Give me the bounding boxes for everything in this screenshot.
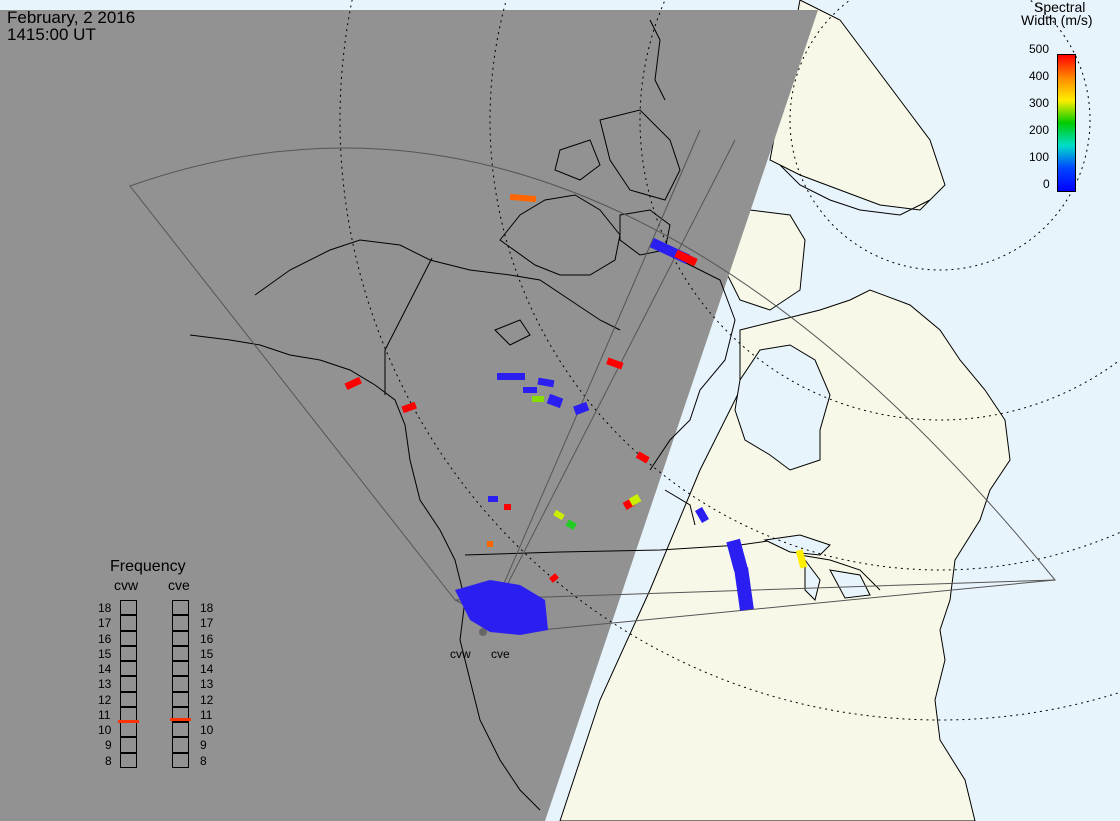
radar-fov bbox=[129, 129, 1057, 633]
frequency-scale-label-right: 13 bbox=[200, 677, 214, 692]
frequency-marker bbox=[170, 718, 191, 722]
frequency-title: Frequency bbox=[110, 558, 186, 575]
frequency-col-east-label: cve bbox=[168, 577, 190, 593]
day-land bbox=[559, 0, 1011, 821]
frequency-cell bbox=[172, 722, 189, 738]
frequency-scale-label-left: 13 bbox=[98, 677, 112, 692]
frequency-cell bbox=[172, 600, 189, 616]
time-label: 1415:00 UT bbox=[7, 25, 96, 44]
frequency-scale-label-left: 8 bbox=[105, 753, 112, 768]
boundaries bbox=[384, 257, 741, 556]
colorbar-title-line2: Width (m/s) bbox=[1021, 12, 1093, 28]
frequency-scale-label-right: 17 bbox=[200, 616, 214, 631]
frequency-cell bbox=[172, 706, 189, 723]
frequency-cell bbox=[120, 600, 137, 616]
frequency-scale-label-right: 12 bbox=[200, 692, 214, 707]
colorbar-title-line1: Spectral bbox=[1034, 0, 1086, 15]
frequency-scale-label-right: 16 bbox=[200, 631, 214, 646]
frequency-scale-label-left: 17 bbox=[98, 616, 112, 631]
frequency-scale-label-left: 16 bbox=[98, 631, 112, 646]
frequency-scale-label-left: 12 bbox=[98, 692, 112, 707]
frequency-cell bbox=[172, 661, 189, 677]
colorbar-tick-label: 300 bbox=[1029, 96, 1050, 110]
frequency-column-west bbox=[118, 600, 139, 768]
frequency-cell bbox=[120, 645, 137, 662]
frequency-scale-label-left: 18 bbox=[98, 601, 112, 615]
latitude-circles bbox=[339, 0, 1120, 721]
frequency-cell bbox=[120, 630, 137, 646]
frequency-marker bbox=[118, 719, 139, 723]
radar-label-west: cvw bbox=[450, 647, 471, 661]
frequency-scale-label-right: 15 bbox=[200, 646, 214, 661]
frequency-cell bbox=[172, 615, 189, 631]
frequency-scale-label-right: 8 bbox=[200, 753, 207, 768]
great-lakes bbox=[763, 534, 871, 601]
colorbar bbox=[1057, 54, 1076, 192]
frequency-cell bbox=[172, 737, 189, 753]
frequency-scale-label-right: 11 bbox=[200, 707, 213, 722]
frequency-cell bbox=[120, 737, 137, 753]
frequency-scale-label-right: 10 bbox=[200, 723, 214, 738]
night-region bbox=[0, 10, 818, 821]
frequency-cell bbox=[120, 691, 137, 707]
frequency-col-west-label: cvw bbox=[114, 577, 139, 593]
frequency-panel: Frequency cvw cve 18 18 17 17 16 16 15 15 14 14 13… bbox=[90, 558, 230, 788]
colorbar-tick-label: 500 bbox=[1029, 42, 1050, 56]
frequency-cell bbox=[120, 661, 137, 677]
frequency-cell bbox=[172, 645, 189, 662]
radar-site-marker bbox=[479, 628, 487, 636]
frequency-scale-label-right: 9 bbox=[200, 738, 207, 753]
frequency-column-east bbox=[170, 600, 191, 768]
frequency-cell bbox=[172, 752, 189, 768]
frequency-scale-label-left: 9 bbox=[105, 738, 112, 753]
frequency-scale-label-left: 11 bbox=[98, 707, 111, 722]
frequency-cell bbox=[120, 676, 137, 692]
frequency-scale-label-right: 14 bbox=[200, 662, 214, 677]
frequency-scale-label-right: 18 bbox=[200, 601, 214, 615]
scatter-cluster bbox=[455, 580, 548, 635]
date-label: February, 2 2016 bbox=[7, 8, 136, 27]
frequency-cell bbox=[120, 615, 137, 631]
scatter-points bbox=[344, 193, 808, 611]
frequency-cell bbox=[172, 676, 189, 692]
colorbar-tick-label: 400 bbox=[1029, 69, 1050, 83]
frequency-cell bbox=[172, 630, 189, 646]
frequency-cell bbox=[120, 752, 137, 768]
colorbar-tick-label: 100 bbox=[1029, 150, 1050, 164]
frequency-cell bbox=[120, 722, 137, 738]
frequency-scale-label-left: 14 bbox=[98, 662, 112, 677]
frequency-scale-label-left: 15 bbox=[98, 646, 112, 661]
colorbar-tick-label: 200 bbox=[1029, 123, 1050, 137]
colorbar-tick-label: 0 bbox=[1043, 177, 1050, 191]
radar-label-east: cve bbox=[491, 647, 510, 661]
frequency-cell bbox=[172, 691, 189, 707]
frequency-scale-label-left: 10 bbox=[98, 723, 112, 738]
